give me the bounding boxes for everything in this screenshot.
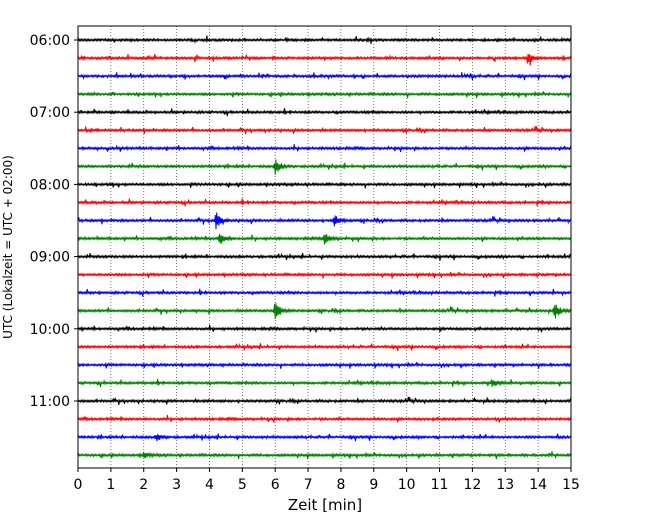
plot-area	[78, 26, 571, 468]
trace-line	[77, 361, 572, 369]
x-tick-label: 3	[172, 477, 181, 493]
x-tick-label: 1	[106, 477, 115, 493]
trace-line	[77, 303, 572, 320]
trace-line	[77, 212, 572, 230]
trace-line	[77, 72, 572, 81]
y-tick-label: 11:00	[30, 394, 70, 410]
trace-line	[77, 159, 572, 175]
trace-line	[77, 126, 572, 135]
x-tick-label: 13	[496, 477, 514, 493]
y-tick-label: 08:00	[30, 177, 70, 193]
x-tick-label: 7	[304, 477, 313, 493]
traces	[77, 35, 572, 460]
x-tick-label: 8	[336, 477, 345, 493]
trace-line	[77, 35, 572, 45]
trace-line	[77, 324, 572, 333]
y-tick-label: 10:00	[30, 322, 70, 338]
x-axis: 0 1 2 3 4 5 6 7 8 9 10 11 12 13 14 15	[74, 468, 580, 493]
x-tick-label: 0	[74, 477, 83, 493]
trace-line	[77, 342, 572, 351]
x-tick-label: 12	[463, 477, 481, 493]
x-tick-label: 2	[139, 477, 148, 493]
trace-line	[77, 433, 572, 442]
plot-frame	[77, 25, 572, 469]
x-tick-label: 10	[398, 477, 416, 493]
trace-line	[77, 53, 572, 66]
y-tick-label: 07:00	[30, 105, 70, 121]
x-tick-label: 15	[562, 477, 580, 493]
x-tick-label: 11	[431, 477, 449, 493]
trace-line	[77, 90, 572, 99]
y-tick-label: 06:00	[30, 33, 70, 49]
trace-line	[77, 108, 572, 117]
trace-line	[77, 451, 572, 460]
x-tick-label: 14	[529, 477, 547, 493]
y-tick-label: 09:00	[30, 250, 70, 266]
trace-line	[77, 414, 572, 423]
trace-line	[77, 252, 572, 261]
trace-line	[77, 233, 572, 245]
x-tick-label: 9	[369, 477, 378, 493]
x-tick-label: 6	[271, 477, 280, 493]
y-axis-title: UTC (Lokalzeit = UTC + 02:00)	[1, 155, 15, 339]
trace-line	[77, 271, 572, 279]
trace-line	[77, 378, 572, 387]
x-tick-label: 5	[238, 477, 247, 493]
trace-line	[77, 288, 572, 297]
trace-line	[77, 396, 572, 406]
x-tick-label: 4	[205, 477, 214, 493]
y-axis: 06:00 07:00 08:00 09:00 10:00 11:00	[30, 33, 78, 410]
trace-line	[77, 198, 572, 207]
trace-line	[77, 181, 572, 189]
trace-line	[77, 144, 572, 153]
x-axis-title: Zeit [min]	[288, 496, 362, 514]
